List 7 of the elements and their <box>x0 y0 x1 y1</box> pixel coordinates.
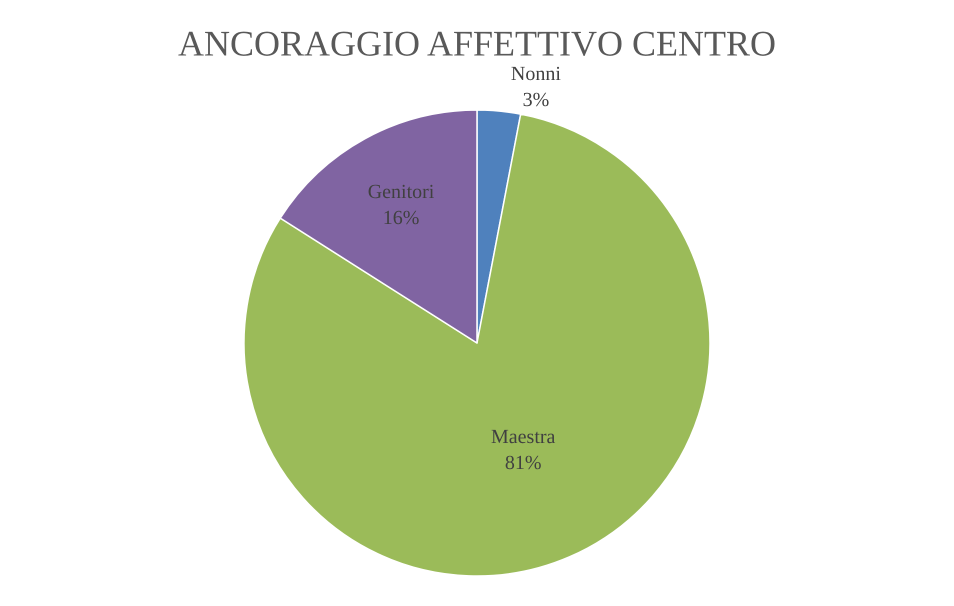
data-label: 3% <box>522 89 550 112</box>
slice-label: Nonni <box>510 63 562 86</box>
slice-label: Genitori <box>368 181 435 204</box>
chart-title: ANCORAGGIO AFFETTIVO CENTRO <box>178 24 776 64</box>
data-label: 81% <box>504 452 542 474</box>
slice-label: Maestra <box>491 426 556 448</box>
data-label: 16% <box>382 207 420 230</box>
